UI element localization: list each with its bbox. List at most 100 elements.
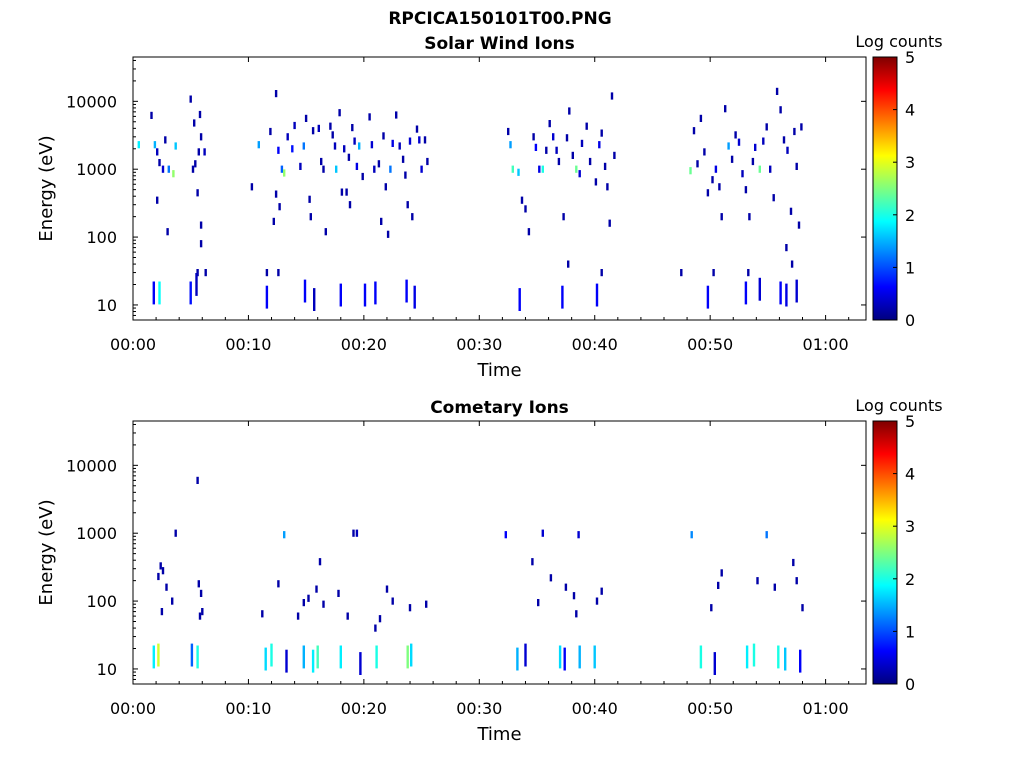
panel0-heatmap-cell (384, 183, 387, 191)
panel1-heatmap-cell (504, 531, 507, 539)
panel0-heatmap-cell (343, 145, 346, 153)
panel1-heatmap-cell (378, 615, 382, 623)
panel0-heatmap-cell (720, 213, 723, 221)
panel0-heatmap-cell (203, 148, 206, 156)
panel0-heatmap-cell (552, 133, 555, 141)
panel0-heatmap-cell (291, 145, 294, 153)
panel1-heatmap-cell (277, 580, 280, 588)
panel0-heatmap-cell (747, 269, 750, 277)
panel0-heatmap-cell (785, 283, 788, 307)
panel0-x-tick-label: 00:30 (456, 335, 502, 354)
panel0-heatmap-cell (198, 110, 202, 119)
panel0-heatmap-cell (527, 228, 531, 236)
panel1-heatmap-cell (160, 608, 164, 616)
panel0-heatmap-cell (737, 138, 741, 146)
panel0-heatmap-cell (408, 137, 412, 145)
panel0-heatmap-cell (608, 219, 611, 227)
panel0-heatmap-cell (562, 213, 565, 221)
panel1-heatmap-cell (799, 649, 802, 673)
panel0-heatmap-cell (324, 228, 327, 236)
panel0-y-tick-label: 1000 (76, 160, 117, 179)
panel0-heatmap-cell (588, 157, 592, 166)
panel1-heatmap-cell (699, 645, 703, 669)
panel0-heatmap-cell (353, 137, 356, 145)
panel0-heatmap-cell (557, 157, 561, 166)
panel1-heatmap-cell (792, 558, 795, 567)
panel0-heatmap-cell (167, 165, 170, 173)
panel0-heatmap-cell (426, 157, 429, 166)
panel1-x-tick-label: 00:30 (456, 699, 502, 718)
panel1-y-tick-label: 100 (86, 592, 117, 611)
panel1-heatmap-cell (199, 589, 203, 597)
panel0-colorbar-tick-label: 0 (905, 311, 915, 330)
panel0-heatmap-cell (348, 201, 352, 209)
figure-title: RPCICA150101T00.PNG (388, 9, 611, 29)
panel0-heatmap-cell (311, 127, 315, 135)
panel0-heatmap-cell (345, 188, 348, 196)
panel0-heatmap-cell (418, 136, 421, 144)
panel0-heatmap-cell (174, 142, 177, 150)
panel1-heatmap-cell (157, 572, 160, 581)
panel1-heatmap-cell (339, 645, 342, 669)
panel0-heatmap-cell (689, 167, 692, 175)
panel0-heatmap-cell (568, 107, 571, 115)
panel1-heatmap-cell (316, 645, 319, 669)
panel0-x-tick-label: 00:00 (110, 335, 156, 354)
panel1-heatmap-cell (159, 562, 162, 570)
panel0-heatmap-cell (517, 168, 520, 176)
panel0-colorbar-tick-label: 3 (905, 153, 915, 172)
panel1-heatmap-cell (307, 594, 310, 602)
panel1-axes-frame (132, 420, 867, 685)
panel0-heatmap-cell (518, 288, 521, 311)
panel1-heatmap-cell (152, 645, 155, 669)
panel1-heatmap-cell (572, 592, 576, 600)
panel1-heatmap-cell (174, 529, 177, 537)
panel0-heatmap-cell (711, 176, 714, 184)
panel0-heatmap-cell (744, 186, 748, 194)
panel1-x-tick-label: 00:10 (225, 699, 271, 718)
panel0-heatmap-cell (404, 171, 407, 179)
panel0-heatmap-cell (277, 269, 280, 277)
panel0-heatmap-cell (320, 157, 323, 166)
panel1-heatmap-cell (190, 643, 194, 667)
panel0-heatmap-cell (532, 133, 535, 141)
panel0-heatmap-cell (197, 148, 200, 156)
panel0-heatmap-cell (789, 207, 793, 215)
panel0-heatmap-cell (374, 281, 377, 305)
panel1-plot-area (133, 421, 866, 684)
panel0-heatmap-cell (152, 281, 155, 305)
panel0-chart-title: Solar Wind Ions (424, 34, 575, 54)
panel-solar-wind-ions: 00:00 00:10 00:20 00:30 00:40 00:50 01:0010100… (36, 32, 943, 381)
panel0-colorbar (872, 56, 898, 321)
panel0-heatmap-cell (293, 121, 296, 130)
panel0-heatmap-cell (785, 244, 788, 252)
panel0-y-axis-label: Energy (eV) (36, 135, 57, 241)
panel1-heatmap-cell (710, 604, 713, 612)
panel0-heatmap-cell (193, 119, 196, 127)
panel0-heatmap-cell (541, 165, 544, 173)
panel0-heatmap-cell (748, 213, 751, 221)
panel0-colorbar-tick-label: 4 (905, 101, 915, 120)
panel1-heatmap-cell (575, 610, 578, 618)
panel1-heatmap-cell (391, 597, 394, 605)
panel0-heatmap-cell (199, 221, 203, 229)
panel0-heatmap-cell (274, 190, 278, 198)
panel0-heatmap-cell (265, 285, 269, 309)
panel0-heatmap-cell (191, 165, 195, 173)
panel0-heatmap-cell (696, 160, 699, 168)
panel1-heatmap-cell (285, 649, 288, 673)
panel0-heatmap-cell (680, 269, 683, 277)
panel1-heatmap-cell (171, 597, 174, 605)
panel0-heatmap-cell (172, 170, 175, 178)
panel1-heatmap-cell (593, 645, 596, 669)
panel0-heatmap-cell (339, 283, 342, 307)
panel0-heatmap-cell (340, 188, 344, 196)
panel0-heatmap-cell (377, 160, 381, 168)
panel0-heatmap-cell (793, 127, 796, 136)
panel1-heatmap-cell (322, 600, 325, 608)
panel0-heatmap-cell (724, 105, 727, 113)
panel0-heatmap-cell (302, 142, 305, 150)
panel0-heatmap-cell (730, 155, 734, 163)
panel1-heatmap-cell (537, 599, 540, 607)
